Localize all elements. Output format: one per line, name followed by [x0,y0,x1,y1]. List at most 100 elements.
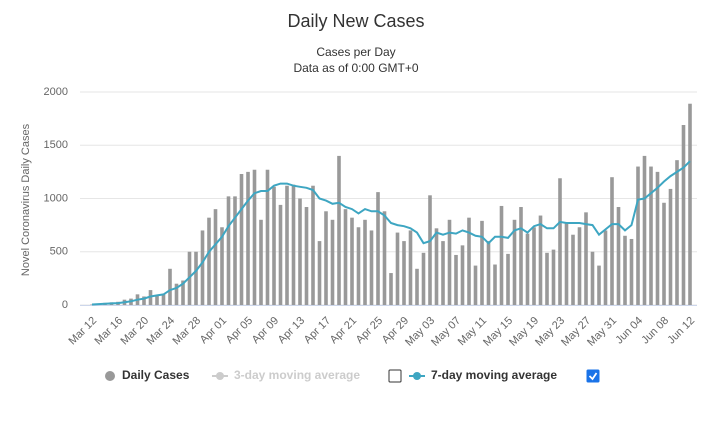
bar [662,202,666,305]
bar [220,227,224,305]
bar [291,184,296,305]
bar [356,227,361,305]
bar [226,196,231,305]
legend-marker [216,372,224,380]
bar [168,268,172,305]
x-tick-label: Jun 12 [665,315,697,347]
x-tick-label: Mar 12 [66,315,99,348]
bar [174,283,179,305]
bar [688,103,692,305]
bar [655,171,660,305]
y-tick-label: 1000 [44,192,68,204]
bar [246,171,250,305]
x-tick-label: Mar 16 [92,315,125,348]
x-tick-label: May 07 [429,315,463,349]
bar [558,178,562,305]
bar [142,296,146,305]
bar [668,188,673,305]
legend-label[interactable]: Daily Cases [122,368,190,382]
x-tick-label: Jun 04 [613,315,645,347]
bar [239,174,244,305]
bar [616,207,621,305]
bar [213,209,218,305]
checkbox[interactable] [388,369,402,383]
y-tick-label: 500 [50,246,68,258]
bar [395,232,400,305]
bar [369,230,374,305]
bar [473,265,478,305]
bar [389,273,393,305]
bar [681,125,686,305]
x-tick-label: Apr 05 [224,315,255,346]
x-tick-label: Apr 25 [354,315,385,346]
bar [265,169,270,305]
bar [272,186,276,305]
bar [538,215,543,305]
bar [90,304,94,305]
y-tick-label: 1500 [44,139,68,151]
bar [278,204,283,305]
bar [363,219,367,305]
x-tick-label: Mar 24 [144,315,177,348]
bar [493,264,497,305]
x-tick-label: Apr 21 [328,315,359,346]
bar [545,252,549,305]
bar [330,219,335,305]
bar [506,253,510,305]
bar [603,230,608,305]
bar [200,230,205,305]
bar [324,211,328,305]
x-tick-label: Mar 28 [170,315,203,348]
bar [512,219,517,305]
legend-label[interactable]: 7-day moving average [431,368,557,382]
bar [161,294,166,305]
bar [343,209,348,305]
bar [636,166,640,305]
bar [525,233,530,305]
bar [317,241,322,305]
legend-label[interactable]: 3-day moving average [234,368,360,382]
line [91,160,691,306]
bar [519,207,523,305]
bar [194,251,198,305]
bar [382,211,387,305]
bar [551,249,556,305]
x-tick-label: Jun 08 [639,315,671,347]
bar [649,166,653,305]
bar [480,220,484,305]
x-tick-label: May 31 [585,315,619,349]
bar [486,241,491,305]
bar [590,251,595,305]
bar [447,219,452,305]
x-tick-label: Apr 17 [302,315,333,346]
bar [467,217,471,305]
bar [571,234,575,305]
bar [421,252,426,305]
bar [259,219,263,305]
chart-subtitle: Data as of 0:00 GMT+0 [293,61,418,75]
bar [181,280,185,305]
bar [207,217,211,305]
chart-subtitle: Cases per Day [316,45,395,59]
bar [350,217,354,305]
bar [564,222,569,305]
bar [304,207,309,305]
bar [675,160,679,305]
checkbox[interactable] [586,369,600,383]
bar [441,241,445,305]
chart-title: Daily New Cases [287,11,424,31]
bar [532,227,536,305]
legend-marker [105,371,115,381]
y-tick-label: 2000 [44,86,68,98]
x-tick-label: Apr 13 [276,315,307,346]
y-tick-label: 0 [62,299,68,311]
x-tick-label: Mar 20 [118,315,151,348]
bar [415,268,419,305]
legend-marker [413,372,421,380]
bar [460,245,465,305]
bar [434,228,439,305]
bar [642,155,647,305]
bar [428,195,432,305]
bar [454,254,458,305]
